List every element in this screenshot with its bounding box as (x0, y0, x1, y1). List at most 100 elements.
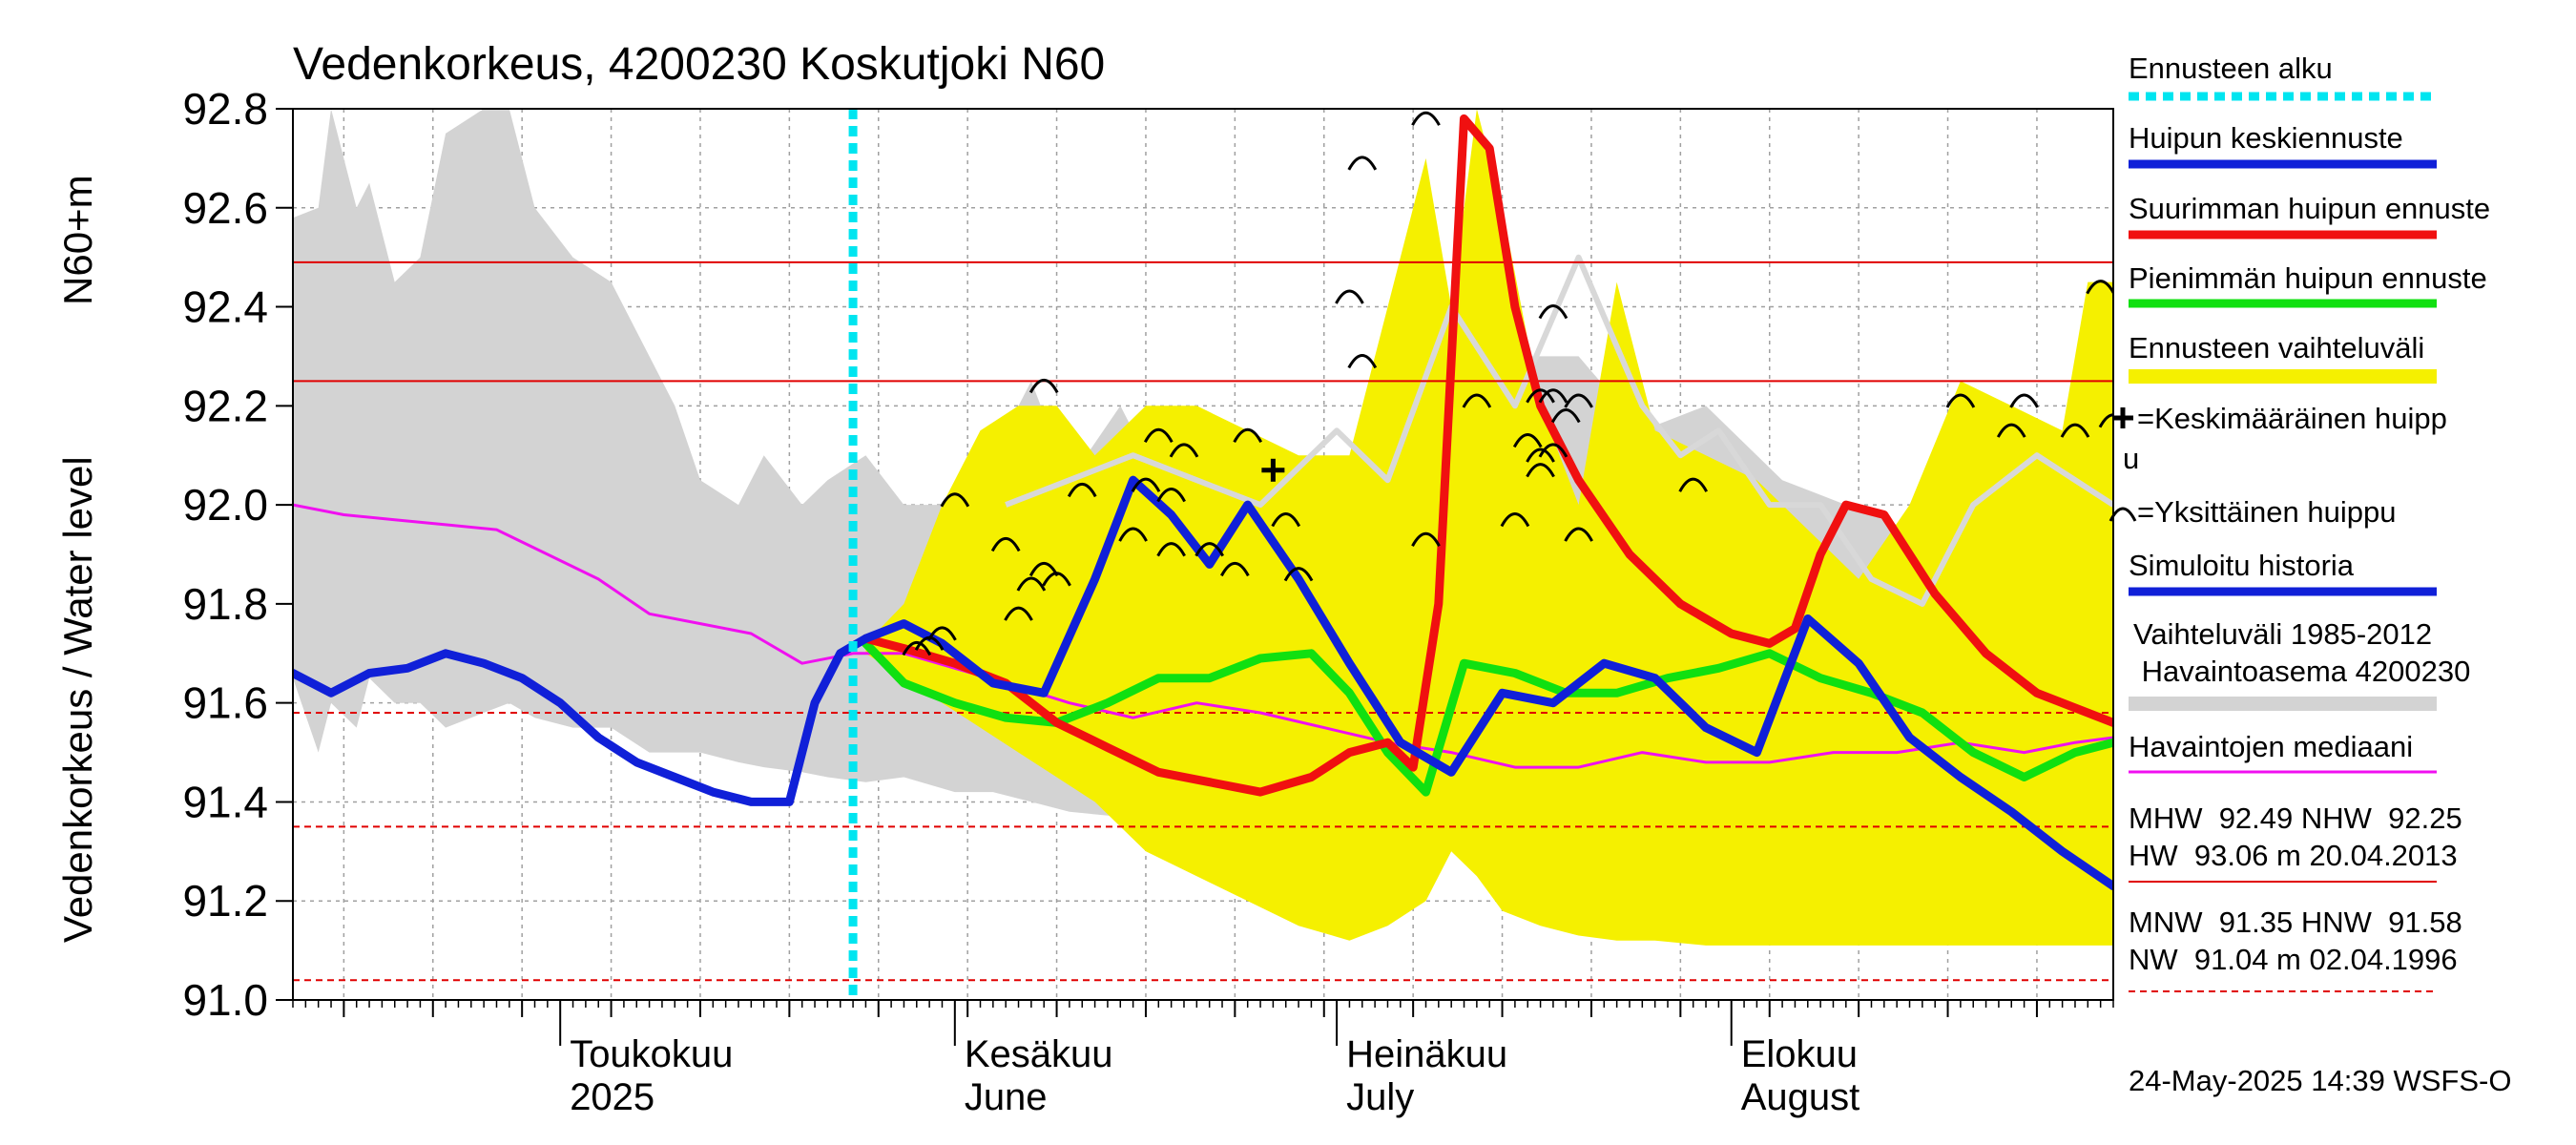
footer-timestamp: 24-May-2025 14:39 WSFS-O (2129, 1064, 2511, 1097)
peak-marker (2098, 413, 2113, 428)
stats-mhw-nhw: MHW 92.49 NHW 92.25 (2129, 802, 2462, 835)
y-tick-label: 91.8 (182, 579, 268, 629)
forecast-range-band (865, 109, 2113, 946)
y-axis-unit: N60+m (55, 175, 100, 305)
peak-marker (2086, 280, 2113, 295)
water-level-statistics: MHW 92.49 NHW 92.25 HW 93.06 m 20.04.201… (2129, 802, 2462, 992)
y-tick-label: 92.4 (182, 282, 268, 332)
x-month-label: Toukokuu (570, 1033, 733, 1075)
forecast-band-layer (865, 109, 2113, 946)
peak-marker (1564, 393, 1593, 408)
peak-marker (1347, 353, 1378, 369)
stats-hw: HW 93.06 m 20.04.2013 (2129, 839, 2458, 872)
legend-label-obs-median: Havaintojen mediaani (2129, 730, 2413, 763)
peak-marker (2060, 423, 2090, 438)
peak-marker (1678, 477, 1709, 492)
peak-marker (1550, 408, 1581, 424)
peak-marker (1004, 606, 1033, 621)
peak-marker (1169, 443, 1199, 458)
peak-marker (1220, 561, 1250, 577)
legend-cross-icon (2112, 407, 2133, 428)
stats-nw: NW 91.04 m 02.04.1996 (2129, 943, 2458, 976)
peak-marker (1143, 427, 1174, 444)
y-axis: 91.0 91.2 91.4 91.6 91.8 92.0 92.2 92.4 92.6 92.8 (182, 84, 293, 1025)
peak-marker (1538, 304, 1568, 320)
x-month-sublabel: August (1741, 1076, 1860, 1118)
peak-marker (1028, 378, 1059, 394)
x-month-label: Kesäkuu (965, 1033, 1113, 1075)
plot-area (293, 109, 2113, 1000)
legend-label-single-peak: =Yksittäinen huippu (2137, 495, 2396, 529)
x-month-sublabel: June (965, 1076, 1048, 1118)
legend-swatch-history-range (2129, 697, 2437, 711)
peak-marker (940, 492, 970, 508)
peak-marker (1411, 111, 1441, 126)
observed-median-line (293, 503, 2113, 769)
legend-label-forecast-start: Ennusteen alku (2129, 52, 2333, 85)
history-median-line (1005, 254, 2113, 607)
y-tick-label: 91.2 (182, 876, 268, 926)
peak-marker (1156, 488, 1186, 503)
peak-markers (902, 111, 2113, 656)
legend-label-min-forecast: Pienimmän huipun ennuste (2129, 261, 2487, 295)
legend-label-forecast-range: Ennusteen vaihteluväli (2129, 331, 2424, 364)
peak-marker (1526, 388, 1555, 404)
x-month-label: Elokuu (1741, 1033, 1858, 1075)
history-median-layer (1005, 254, 2113, 607)
legend: Ennusteen alku Huipun keskiennuste Suuri… (2109, 52, 2490, 774)
legend-label-sim-history: Simuloitu historia (2129, 549, 2355, 582)
peak-marker (2009, 393, 2039, 408)
legend-arc-icon (2109, 507, 2137, 522)
peak-marker (1271, 512, 1301, 528)
peak-marker (1233, 427, 1263, 444)
peak-marker (902, 640, 932, 656)
peak-marker (1195, 542, 1224, 557)
threshold-lines (293, 260, 2113, 982)
mean-peak-forecast-line (293, 475, 2113, 891)
peak-marker (1347, 156, 1378, 171)
max-peak-forecast-line (861, 114, 2113, 797)
mean-peak-marker (1261, 458, 1285, 482)
peak-marker (1526, 463, 1555, 478)
peak-marker (927, 626, 957, 641)
peak-marker (1996, 423, 2026, 438)
legend-label-history-station: Havaintoasema 4200230 (2133, 655, 2470, 688)
peak-marker (1411, 531, 1441, 547)
y-tick-label: 91.6 (182, 678, 268, 728)
peak-marker (1156, 542, 1186, 557)
y-axis-label: Vedenkorkeus / Water level (55, 456, 100, 943)
legend-label-history-range: Vaihteluväli 1985-2012 (2133, 617, 2432, 651)
legend-label-mean-forecast: Huipun keskiennuste (2129, 121, 2403, 155)
peak-marker (1042, 572, 1071, 587)
peak-marker (990, 536, 1021, 552)
peak-marker (1118, 527, 1148, 542)
x-month-sublabel: 2025 (570, 1076, 654, 1118)
y-tick-label: 92.8 (182, 84, 268, 134)
peak-marker (1526, 448, 1555, 463)
chart-title: Vedenkorkeus, 4200230 Koskutjoki N60 (293, 39, 1105, 90)
legend-label-mean-peak: =Keskimääräinen huipp (2137, 402, 2447, 435)
peak-marker (1500, 512, 1530, 528)
legend-label-max-forecast: Suurimman huipun ennuste (2129, 192, 2490, 225)
peak-marker (1945, 393, 1976, 408)
min-peak-forecast-line (861, 638, 2113, 797)
peak-marker (1462, 393, 1492, 408)
x-month-label: Heinäkuu (1346, 1033, 1507, 1075)
peak-marker (1512, 433, 1543, 448)
peak-marker (1564, 527, 1593, 542)
y-tick-label: 91.0 (182, 975, 268, 1025)
y-tick-label: 92.0 (182, 480, 268, 530)
y-tick-label: 92.2 (182, 381, 268, 430)
peak-marker (1283, 567, 1314, 582)
peak-marker (1538, 443, 1568, 458)
y-tick-label: 92.6 (182, 183, 268, 233)
y-tick-label: 91.4 (182, 777, 268, 826)
series-layer (293, 114, 2113, 891)
legend-swatch-forecast-range (2129, 369, 2437, 384)
x-month-sublabel: July (1346, 1076, 1414, 1118)
peak-marker (1067, 482, 1097, 498)
stats-mnw-hnw: MNW 91.35 HNW 91.58 (2129, 906, 2462, 939)
peak-marker (1016, 576, 1047, 592)
